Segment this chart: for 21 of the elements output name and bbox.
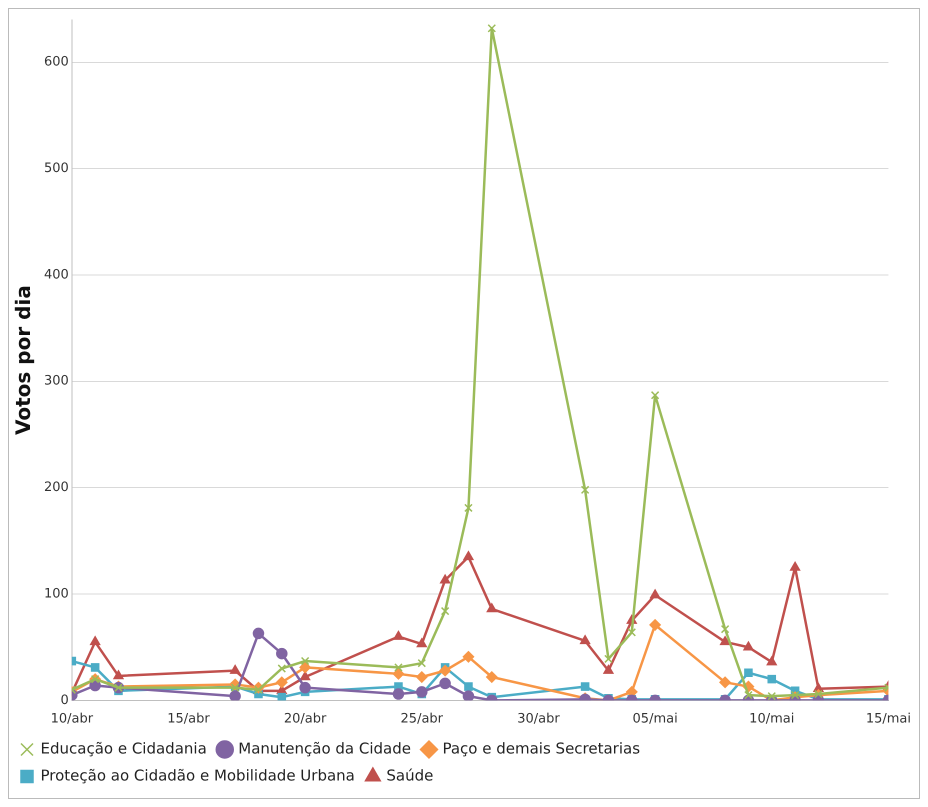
y-tick-label: 600 (44, 54, 69, 70)
x-tick-label: 10/abr (50, 712, 94, 727)
y-tick-label: 200 (44, 480, 69, 496)
y-axis-title: Votos por dia (11, 285, 36, 436)
legend-label: Manutenção da Cidade (238, 739, 411, 758)
x-tick-label: 30/abr (517, 712, 560, 727)
x-tick-label: 20/abr (284, 712, 328, 727)
y-tick-label: 400 (44, 267, 69, 282)
x-tick-label: 15/abr (167, 712, 210, 727)
x-tick-label: 25/abr (400, 712, 444, 727)
legend-label: Saúde (386, 766, 434, 784)
legend-label: Educação e Cidadania (40, 739, 207, 758)
y-tick-label: 100 (44, 586, 69, 602)
y-tick-label: 0 (60, 692, 69, 708)
legend-label: Proteção ao Cidadão e Mobilidade Urbana (40, 766, 355, 784)
legend-label: Paço e demais Secretarias (442, 739, 640, 758)
x-tick-label: 05/mai (632, 712, 678, 727)
x-tick-label: 15/mai (866, 712, 912, 727)
y-tick-label: 500 (44, 161, 69, 176)
y-tick-label: 300 (44, 374, 69, 389)
x-tick-label: 10/mai (749, 712, 794, 727)
